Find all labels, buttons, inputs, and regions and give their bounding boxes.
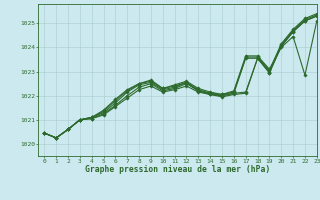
X-axis label: Graphe pression niveau de la mer (hPa): Graphe pression niveau de la mer (hPa) — [85, 165, 270, 174]
